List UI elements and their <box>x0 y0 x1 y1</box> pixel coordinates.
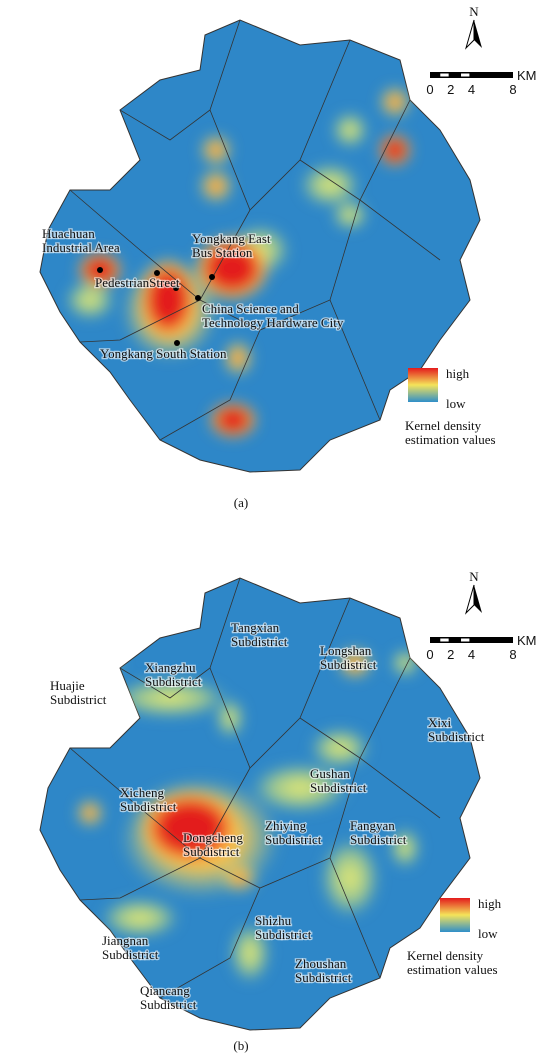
place-label: Subdistrict <box>320 657 377 672</box>
scale-bar <box>461 73 470 77</box>
place-label: Subdistrict <box>140 997 197 1012</box>
place-label: Xicheng <box>120 785 165 800</box>
legend-title: estimation values <box>405 432 496 447</box>
north-arrow <box>464 19 475 50</box>
place-label: PedestrianStreet <box>95 275 180 290</box>
place-label: Subdistrict <box>350 832 407 847</box>
place-label: Subdistrict <box>310 780 367 795</box>
place-label: Dongcheng <box>183 830 243 845</box>
place-label: Fangyan <box>350 818 395 833</box>
place-label: Huajie <box>50 678 85 693</box>
north-label: N <box>469 4 479 19</box>
place-label: Longshan <box>320 643 372 658</box>
place-label: Subdistrict <box>50 692 107 707</box>
place-label: Tangxian <box>231 620 280 635</box>
legend-ramp <box>440 898 470 932</box>
place-label: Xiangzhu <box>145 660 196 675</box>
north-arrow <box>474 585 482 613</box>
place-label: Subdistrict <box>255 927 312 942</box>
place-label: Subdistrict <box>183 844 240 859</box>
place-label: Xixi <box>428 715 452 730</box>
place-label: Subdistrict <box>265 832 322 847</box>
scale-unit: KM <box>517 68 537 83</box>
place-label: Huachuan <box>42 226 95 241</box>
legend-low: low <box>446 396 466 411</box>
caption: (a) <box>234 495 248 510</box>
scale-bar <box>461 638 470 642</box>
scale-tick: 8 <box>509 647 516 662</box>
legend-high: high <box>446 366 470 381</box>
place-label: Subdistrict <box>145 674 202 689</box>
place-label: Subdistrict <box>428 729 485 744</box>
legend-title: Kernel density <box>407 948 484 963</box>
place-label: Subdistrict <box>120 799 177 814</box>
north-arrow <box>474 20 482 48</box>
caption: (b) <box>233 1038 248 1053</box>
place-label: Zhoushan <box>295 956 347 971</box>
place-label: China Science and <box>202 301 299 316</box>
panel: N0 2 4 8KMTangxianSubdistrictLongshanSubdis… <box>49 569 537 1053</box>
scale-tick: 2 <box>447 647 454 662</box>
scale-bar <box>440 638 449 642</box>
place-label: Gushan <box>310 766 350 781</box>
scale-tick: 0 <box>426 647 433 662</box>
place-label: Zhiying <box>265 818 307 833</box>
legend-title: Kernel density <box>405 418 482 433</box>
legend-low: low <box>478 926 498 941</box>
legend-title: estimation values <box>407 962 498 977</box>
scale-bar <box>430 72 513 78</box>
place-label: Yongkang South Station <box>100 346 227 361</box>
scale-unit: KM <box>517 633 537 648</box>
place-label: Yongkang East <box>192 231 271 246</box>
scale-tick: 4 <box>468 647 475 662</box>
map-a <box>39 19 481 473</box>
scale-tick: 2 <box>447 82 454 97</box>
place-label: Bus Station <box>192 245 253 260</box>
scale-bar <box>430 637 513 643</box>
place-label: Industrial Area <box>42 240 120 255</box>
scale-tick: 0 <box>426 82 433 97</box>
legend-high: high <box>478 896 502 911</box>
scale-bar <box>440 73 449 77</box>
place-label: Shizhu <box>255 913 292 928</box>
place-label: Qiancang <box>140 983 190 998</box>
north-label: N <box>469 569 479 584</box>
place-label: Subdistrict <box>231 634 288 649</box>
scale-tick: 4 <box>468 82 475 97</box>
legend-ramp <box>408 368 438 402</box>
north-arrow <box>464 584 475 615</box>
place-label: Jiangnan <box>102 933 149 948</box>
scale-tick: 8 <box>509 82 516 97</box>
place-label: Technology Hardware City <box>202 315 344 330</box>
place-label: Subdistrict <box>295 970 352 985</box>
place-label: Subdistrict <box>102 947 159 962</box>
